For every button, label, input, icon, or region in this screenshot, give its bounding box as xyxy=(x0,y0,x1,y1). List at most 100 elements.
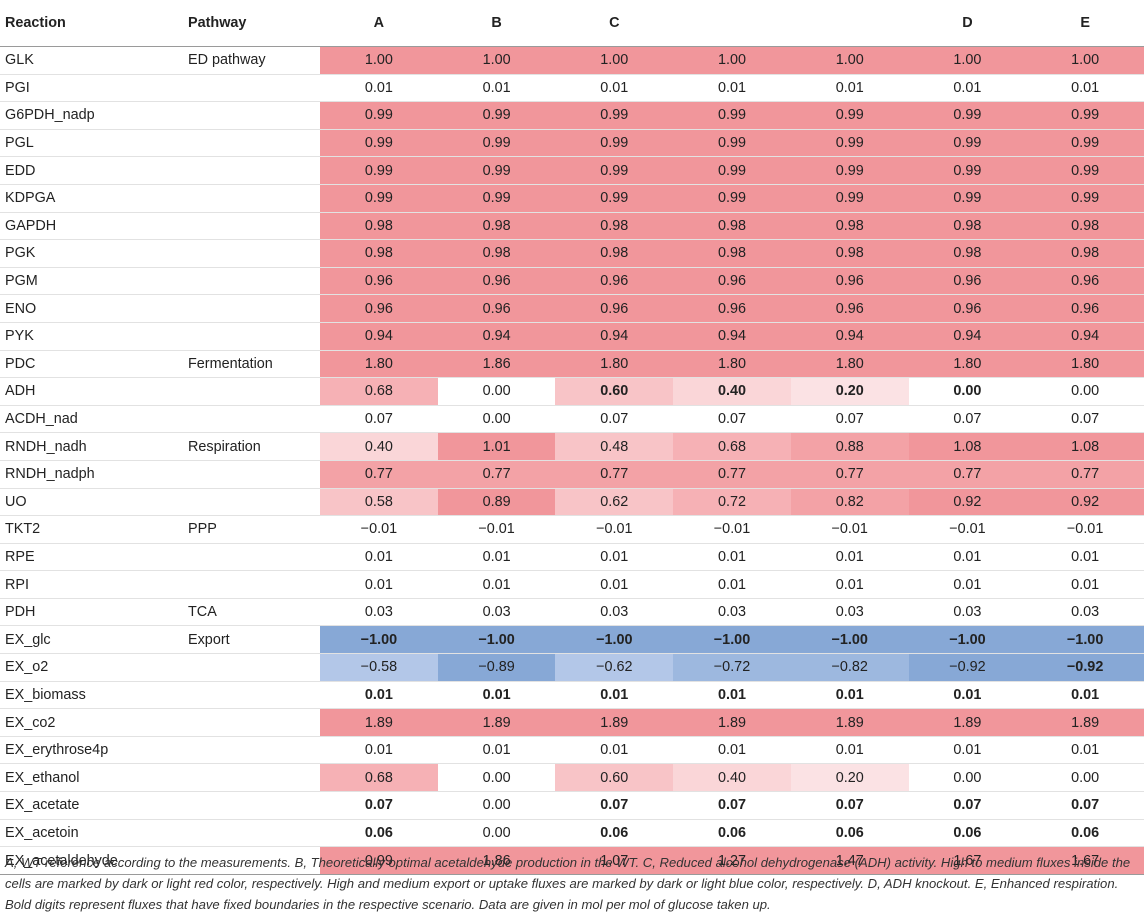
flux-value-cell: 0.99 xyxy=(790,129,909,158)
flux-value-cell: 0.98 xyxy=(790,239,909,268)
flux-value-cell: 0.96 xyxy=(320,267,438,296)
flux-value-cell: 0.99 xyxy=(555,101,674,130)
pathway-cell xyxy=(183,460,321,489)
header-pathway: Pathway xyxy=(183,0,321,47)
table-row: ADH 0.68 0.00 0.60 0.40 0.20 0.00 0.00 xyxy=(0,377,1144,406)
flux-value-cell: 0.99 xyxy=(320,101,438,130)
pathway-cell xyxy=(183,681,321,710)
flux-value-cell: −0.01 xyxy=(790,515,909,544)
flux-value-cell: 0.98 xyxy=(437,239,556,268)
table-row: EX_acetoin 0.06 0.00 0.06 0.06 0.06 0.06 0.06 xyxy=(0,819,1144,848)
flux-value-cell: 1.80 xyxy=(790,350,909,379)
table-body: GLK ED pathway 1.00 1.00 1.00 1.00 1.00 1.00 1.0… xyxy=(0,46,1144,875)
flux-value-cell: 0.01 xyxy=(1026,736,1144,765)
header-scenario-b: B xyxy=(437,0,556,47)
flux-value-cell: 1.89 xyxy=(437,708,556,737)
flux-value-cell: 0.96 xyxy=(1026,267,1144,296)
flux-value-cell: 0.07 xyxy=(673,405,791,434)
header-scenario-d: D xyxy=(908,0,1027,47)
reaction-cell: GAPDH xyxy=(0,212,184,241)
flux-value-cell: 0.94 xyxy=(673,322,791,351)
flux-value-cell: 0.00 xyxy=(437,405,556,434)
table-row: PGK 0.98 0.98 0.98 0.98 0.98 0.98 0.98 xyxy=(0,239,1144,268)
pathway-cell xyxy=(183,322,321,351)
table-row: G6PDH_nadp 0.99 0.99 0.99 0.99 0.99 0.99 0.99 xyxy=(0,101,1144,130)
flux-value-cell: 0.01 xyxy=(437,681,556,710)
flux-value-cell: −0.01 xyxy=(908,515,1027,544)
reaction-cell: PGM xyxy=(0,267,184,296)
reaction-cell: UO xyxy=(0,488,184,517)
pathway-cell: Export xyxy=(183,625,321,655)
pathway-cell xyxy=(183,239,321,268)
reaction-cell: EX_o2 xyxy=(0,653,184,682)
flux-value-cell: 0.99 xyxy=(790,101,909,130)
flux-value-cell: 1.67 xyxy=(1026,846,1144,875)
flux-value-cell: 0.00 xyxy=(437,763,556,793)
flux-value-cell: 1.80 xyxy=(673,350,791,379)
flux-value-cell: 0.01 xyxy=(1026,570,1144,599)
pathway-cell xyxy=(183,763,321,793)
flux-value-cell: 1.89 xyxy=(555,708,674,737)
flux-value-cell: 0.77 xyxy=(320,460,438,489)
pathway-cell xyxy=(183,488,321,517)
table-row: GAPDH 0.98 0.98 0.98 0.98 0.98 0.98 0.98 xyxy=(0,212,1144,241)
reaction-cell: EX_erythrose4p xyxy=(0,736,184,765)
flux-value-cell: 0.99 xyxy=(908,156,1027,185)
flux-value-cell: 0.07 xyxy=(320,791,438,820)
table-row: GLK ED pathway 1.00 1.00 1.00 1.00 1.00 1.00 1.0… xyxy=(0,46,1144,75)
flux-value-cell: 0.60 xyxy=(555,377,674,406)
table-row: PGL 0.99 0.99 0.99 0.99 0.99 0.99 0.99 xyxy=(0,129,1144,158)
flux-value-cell: 0.00 xyxy=(437,819,556,848)
flux-value-cell: 0.48 xyxy=(555,432,674,461)
flux-value-cell: 0.99 xyxy=(790,156,909,185)
flux-value-cell: −1.00 xyxy=(437,625,556,655)
flux-value-cell: 0.00 xyxy=(437,791,556,820)
flux-value-cell: 1.67 xyxy=(908,846,1027,875)
table-row: PDC Fermentation 1.80 1.86 1.80 1.80 1.80 1.80 1… xyxy=(0,350,1144,379)
flux-value-cell: 1.00 xyxy=(1026,46,1144,75)
pathway-cell xyxy=(183,129,321,158)
reaction-cell: ACDH_nad xyxy=(0,405,184,434)
flux-value-cell: 0.03 xyxy=(1026,598,1144,627)
flux-value-cell: 0.98 xyxy=(1026,239,1144,268)
flux-value-cell: 0.99 xyxy=(1026,184,1144,213)
reaction-cell: PYK xyxy=(0,322,184,351)
flux-value-cell: 0.00 xyxy=(1026,377,1144,406)
flux-value-cell: −0.01 xyxy=(673,515,791,544)
flux-value-cell: 0.01 xyxy=(320,736,438,765)
reaction-cell: PGI xyxy=(0,74,184,103)
flux-value-cell: 1.80 xyxy=(320,350,438,379)
flux-value-cell: 0.01 xyxy=(790,736,909,765)
reaction-cell: EX_acetaldehyde xyxy=(0,846,184,875)
flux-value-cell: 0.99 xyxy=(320,846,438,875)
flux-value-cell: 1.00 xyxy=(437,46,556,75)
reaction-cell: KDPGA xyxy=(0,184,184,213)
flux-value-cell: 0.03 xyxy=(790,598,909,627)
flux-value-cell: −0.01 xyxy=(320,515,438,544)
flux-value-cell: 0.01 xyxy=(555,543,674,572)
flux-value-cell: 0.99 xyxy=(320,129,438,158)
flux-value-cell: 0.07 xyxy=(1026,405,1144,434)
reaction-cell: GLK xyxy=(0,46,184,75)
pathway-cell xyxy=(183,791,321,820)
flux-value-cell: 0.99 xyxy=(908,129,1027,158)
flux-value-cell: 0.99 xyxy=(437,156,556,185)
flux-value-cell: 0.99 xyxy=(673,156,791,185)
flux-value-cell: 0.99 xyxy=(908,101,1027,130)
flux-value-cell: 0.03 xyxy=(437,598,556,627)
table-row: EDD 0.99 0.99 0.99 0.99 0.99 0.99 0.99 xyxy=(0,156,1144,185)
flux-value-cell: 0.99 xyxy=(555,129,674,158)
pathway-cell xyxy=(183,819,321,848)
flux-value-cell: 0.07 xyxy=(1026,791,1144,820)
table-row: ACDH_nad 0.07 0.00 0.07 0.07 0.07 0.07 0.07 xyxy=(0,405,1144,434)
pathway-cell xyxy=(183,405,321,434)
header-scenario-c: C xyxy=(555,0,674,47)
pathway-cell: PPP xyxy=(183,515,321,544)
flux-value-cell: 0.40 xyxy=(673,763,791,793)
reaction-cell: RNDH_nadph xyxy=(0,460,184,489)
pathway-cell xyxy=(183,156,321,185)
flux-value-cell: 0.07 xyxy=(320,405,438,434)
pathway-cell xyxy=(183,212,321,241)
header-row: Reaction Pathway A B C D E xyxy=(0,0,1144,47)
